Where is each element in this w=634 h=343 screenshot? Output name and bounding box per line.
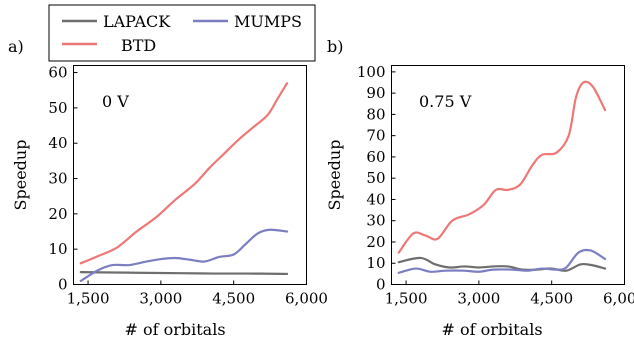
x-axis-label-a: # of orbitals: [124, 320, 225, 339]
y-tick-label: 20: [48, 205, 67, 223]
series-line-btd-b: [397, 80, 607, 254]
legend-box: [48, 4, 316, 62]
x-tick-label: 1,500: [385, 290, 428, 308]
y-tick-label: 10: [366, 254, 385, 272]
y-tick-label: 30: [366, 212, 385, 230]
y-tick-label: 0: [376, 276, 386, 294]
series-line-btd-a: [79, 82, 289, 265]
x-tick-label: 6,000: [603, 290, 634, 308]
series-line-lapack-a: [79, 271, 289, 276]
y-tick-label: 60: [366, 148, 385, 166]
y-ticks-b: 0 10 20 30 40 50 60 70 80 90 100: [357, 63, 396, 294]
legend-label-btd: BTD: [121, 36, 156, 55]
y-tick-label: 90: [366, 84, 385, 102]
legend: LAPACK MUMPS BTD: [48, 4, 316, 62]
annotation-b: 0.75 V: [419, 92, 472, 111]
legend-label-lapack: LAPACK: [103, 12, 171, 31]
x-tick-label: 6,000: [285, 290, 328, 308]
panel-label-b: b): [327, 37, 343, 56]
y-tick-label: 10: [48, 240, 67, 258]
legend-label-mumps: MUMPS: [234, 12, 302, 31]
y-tick-label: 30: [48, 170, 67, 188]
series-line-mumps-b: [397, 248, 607, 274]
y-tick-label: 50: [366, 169, 385, 187]
y-axis-label-b: Speedup: [325, 140, 344, 211]
x-ticks-a: 1,500 3,000 4,500 6,000: [67, 280, 328, 308]
y-tick-label: 40: [366, 190, 385, 208]
y-tick-label: 20: [366, 233, 385, 251]
x-tick-label: 4,500: [212, 290, 255, 308]
series-group-b: [397, 80, 607, 274]
plot-frame-b: [391, 65, 625, 285]
annotation-a: 0 V: [102, 92, 129, 111]
x-ticks-b: 1,500 3,000 4,500 6,000: [385, 280, 634, 308]
y-tick-label: 60: [48, 64, 67, 82]
panel-label-a: a): [8, 37, 24, 56]
y-axis-label-a: Speedup: [11, 140, 30, 211]
y-tick-label: 70: [366, 127, 385, 145]
y-tick-label: 80: [366, 105, 385, 123]
y-ticks-a: 0 10 20 30 40 50 60: [48, 64, 78, 294]
y-tick-label: 0: [58, 276, 68, 294]
series-line-lapack-b: [397, 256, 607, 272]
plot-frame-a: [73, 65, 307, 285]
x-tick-label: 1,500: [67, 290, 110, 308]
x-tick-label: 4,500: [530, 290, 573, 308]
series-group-a: [79, 82, 289, 283]
x-tick-label: 3,000: [139, 290, 182, 308]
y-tick-label: 100: [357, 63, 386, 81]
series-line-mumps-a: [79, 228, 289, 283]
chart-panel-b: b) 0.75 V Speedup # of orbitals 1,500 3,0…: [325, 37, 634, 339]
y-tick-label: 50: [48, 99, 67, 117]
chart-panel-a: a) 0 V Speedup # of orbitals 1,500 3,000 4…: [8, 37, 328, 339]
x-axis-label-b: # of orbitals: [441, 320, 542, 339]
x-tick-label: 3,000: [457, 290, 500, 308]
y-tick-label: 40: [48, 134, 67, 152]
